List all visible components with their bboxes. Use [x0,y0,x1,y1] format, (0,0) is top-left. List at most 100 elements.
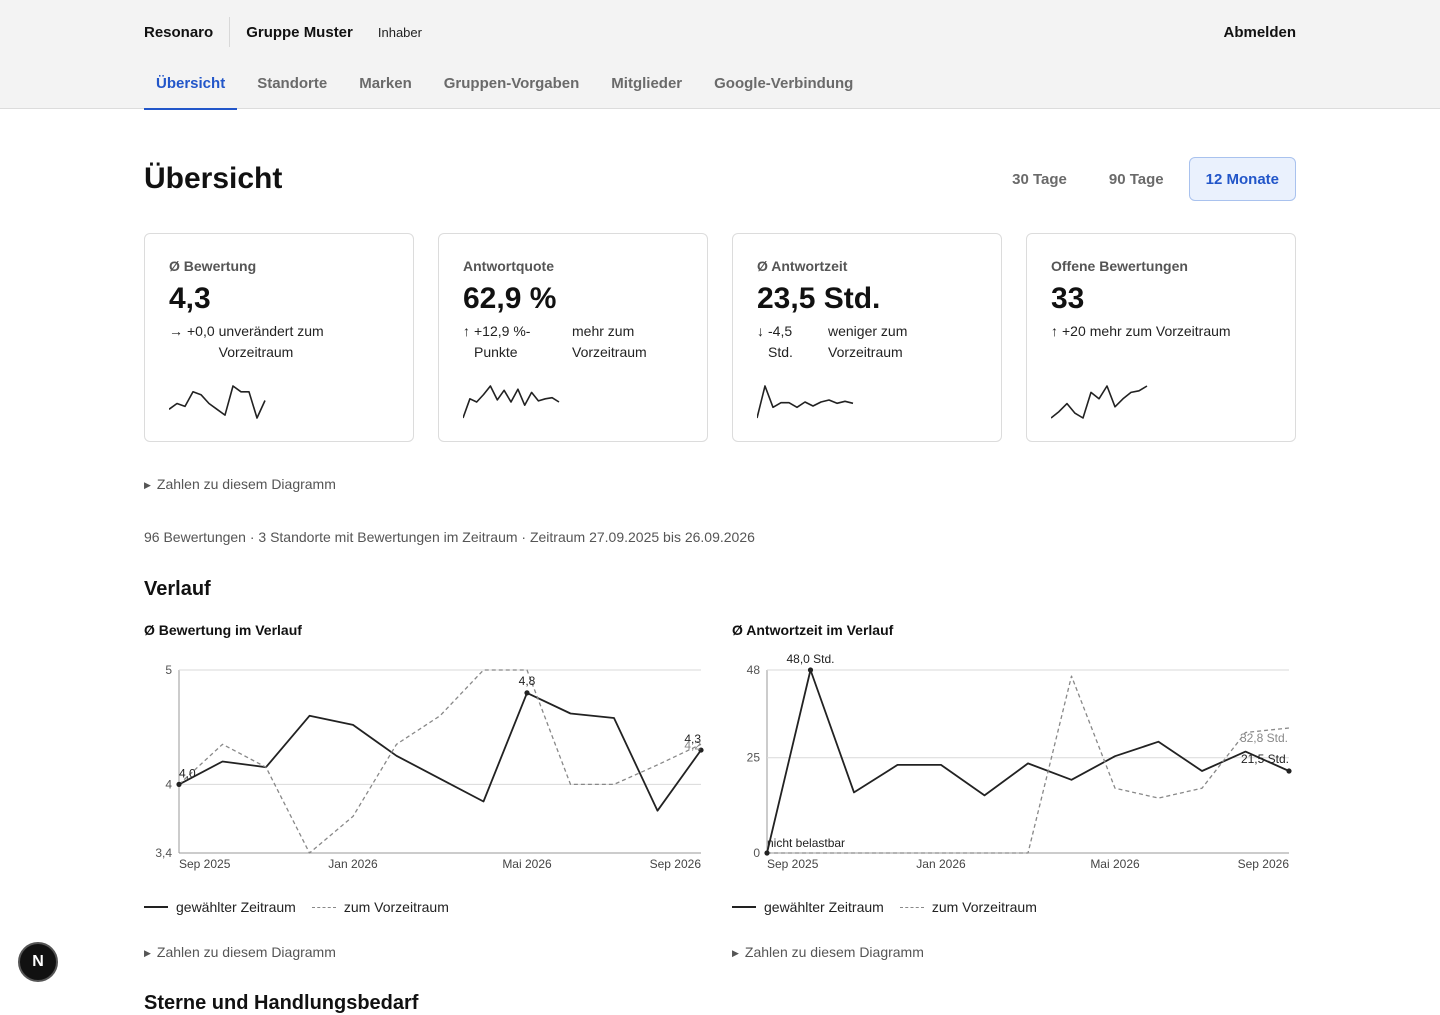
arrow-up-icon: ↑ [1051,323,1058,339]
details-label: Zahlen zu diesem Diagramm [156,944,336,960]
series-line-previous [767,675,1290,854]
legend-item-current: gewählter Zeitraum [144,899,296,915]
data-point [524,690,530,696]
data-point [176,781,182,787]
legend-label: gewählter Zeitraum [176,899,296,915]
tab-standorte[interactable]: Standorte [257,75,328,92]
group-name: Gruppe Muster [246,23,353,41]
data-label: 4,8 [519,674,536,688]
chart-title: Ø Bewertung im Verlauf [144,622,302,638]
chart-title: Ø Antwortzeit im Verlauf [732,622,894,638]
data-label: 32,8 Std. [1240,731,1288,745]
data-label: 21,5 Std. [1241,752,1289,766]
range-12-months-button[interactable]: 12 Monate [1188,157,1296,201]
logout-button[interactable]: Abmelden [1223,23,1296,41]
chart-details-toggle[interactable]: ▶ Zahlen zu diesem Diagramm [732,944,924,960]
kpi-delta-value: -4,5 Std. [768,323,793,360]
kpi-value: 4,3 [169,282,211,315]
y-tick-label: 4 [165,777,172,791]
chart-details-toggle[interactable]: ▶ Zahlen zu diesem Diagramm [144,944,336,960]
range-90-days-button[interactable]: 90 Tage [1108,171,1164,188]
kpi-label: Offene Bewertungen [1051,258,1188,274]
kpi-cards: Ø Bewertung 4,3 → +0,0 unverändert zum V… [144,233,1296,442]
tab-uebersicht[interactable]: Übersicht [144,64,238,110]
x-tick-label: Sep 2026 [1238,857,1290,871]
kpi-delta: → +0,0 unverändert zum Vorzeitraum [169,321,389,363]
sparkline-path [463,385,560,419]
series-line-current [766,669,1290,854]
legend-dashed-swatch [311,906,336,908]
tab-google-verbindung[interactable]: Google-Verbindung [714,75,854,92]
page-header: Übersicht 30 Tage 90 Tage 12 Monate [144,157,1296,201]
next-section-title: Sterne und Handlungsbedarf [144,992,419,1014]
kpi-label: Antwortquote [463,258,554,274]
section-title: Verlauf [144,578,211,600]
series-line-current [178,692,702,812]
kpi-value: 23,5 Std. [757,282,881,315]
kpi-card-rating: Ø Bewertung 4,3 → +0,0 unverändert zum V… [144,233,414,442]
details-label: Zahlen zu diesem Diagramm [744,944,924,960]
summary-meta: 96 Bewertungen · 3 Standorte mit Bewertu… [144,529,755,545]
tab-gruppen-vorgaben[interactable]: Gruppen-Vorgaben [443,75,580,92]
data-label: 4,3 [684,732,701,746]
kpi-delta-text: weniger zum Vorzeitraum [828,323,908,360]
range-30-days-button[interactable]: 30 Tage [1012,171,1067,188]
sparkline-path [169,385,266,419]
y-tick-label: 48 [747,663,761,677]
disclosure-triangle-icon: ▶ [144,948,151,958]
page-title: Übersicht [144,162,283,195]
kpi-delta-text: mehr zum Vorzeitraum [1089,323,1231,339]
series-line-previous [178,669,702,854]
role-label: Inhaber [377,24,422,40]
x-tick-label: Sep 2025 [179,857,231,871]
x-tick-label: Mai 2026 [502,857,552,871]
sparkline [757,385,854,419]
rating-chart: 3,4 4 5 Sep 2025 Jan 2026 Mai 2026 Sep 2026 4,0… [155,663,704,871]
data-point [698,747,704,753]
legend-item-current: gewählter Zeitraum [732,899,884,915]
kpi-card-open-reviews: Offene Bewertungen 33 ↑ +20 mehr zum Vor… [1026,233,1296,442]
x-tick-label: Jan 2026 [328,857,378,871]
brand-name[interactable]: Resonaro [144,23,214,41]
response-time-chart: 0 25 48 Sep 2025 Jan 2026 Mai 2026 Sep 2026 48,… [747,652,1292,871]
y-tick-label: 5 [165,663,172,677]
x-tick-label: Jan 2026 [916,857,966,871]
tab-mitglieder[interactable]: Mitglieder [611,75,683,92]
kpi-card-response-rate: Antwortquote 62,9 % ↑ +12,9 %-Punkte meh… [438,233,708,442]
chart-legend: gewählter Zeitraum zum Vorzeitraum [144,899,465,915]
y-tick-label: 25 [747,751,761,765]
legend-item-previous: zum Vorzeitraum [311,899,449,915]
header-divider [229,17,231,47]
y-tick-label: 0 [753,846,760,860]
kpi-delta-value: +0,0 [187,323,215,339]
data-point [1286,768,1292,774]
next-dev-indicator-icon[interactable]: N [18,942,58,982]
arrow-down-icon: ↓ [757,323,764,339]
kpi-details-toggle[interactable]: ▶ Zahlen zu diesem Diagramm [144,476,336,492]
sparkline [1051,385,1148,419]
kpi-delta-text: mehr zum Vorzeitraum [572,323,647,360]
legend-label: gewählter Zeitraum [764,899,884,915]
data-point [807,667,814,673]
data-label: nicht belastbar [767,836,845,850]
y-tick-label: 3,4 [155,846,172,860]
kpi-delta-text: unverändert zum Vorzeitraum [218,323,324,360]
disclosure-triangle-icon: ▶ [732,948,739,958]
sparkline-path [1051,385,1148,419]
disclosure-triangle-icon: ▶ [144,480,151,490]
kpi-delta: ↓ -4,5 Std. weniger zum Vorzeitraum [757,321,977,363]
arrow-right-icon: → [169,323,183,339]
legend-label: zum Vorzeitraum [931,899,1037,915]
tab-marken[interactable]: Marken [359,75,412,92]
arrow-up-icon: ↑ [463,323,470,339]
chart-legend: gewählter Zeitraum zum Vorzeitraum [732,899,1053,915]
legend-solid-swatch [732,906,756,908]
legend-item-previous: zum Vorzeitraum [899,899,1037,915]
kpi-value: 33 [1051,282,1085,315]
kpi-card-response-time: Ø Antwortzeit 23,5 Std. ↓ -4,5 Std. weni… [732,233,1002,442]
kpi-label: Ø Bewertung [169,258,257,274]
top-bar: Resonaro Gruppe Muster Inhaber Abmelden … [0,0,1440,110]
kpi-delta: ↑ +12,9 %-Punkte mehr zum Vorzeitraum [463,321,683,363]
x-tick-label: Mai 2026 [1090,857,1140,871]
sparkline-path [757,385,854,419]
